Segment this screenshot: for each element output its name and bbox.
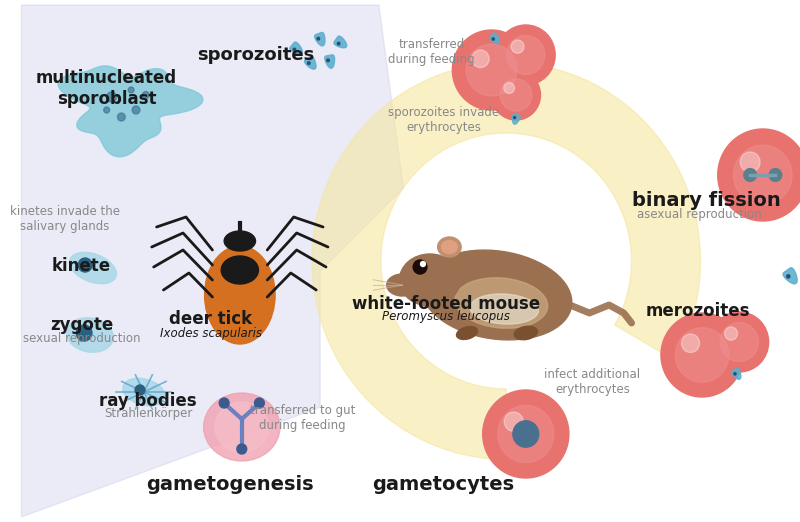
Polygon shape bbox=[513, 114, 520, 124]
Polygon shape bbox=[58, 66, 203, 157]
Circle shape bbox=[718, 129, 800, 221]
Circle shape bbox=[237, 444, 246, 454]
Circle shape bbox=[661, 313, 743, 397]
Circle shape bbox=[506, 35, 545, 75]
Circle shape bbox=[326, 59, 330, 62]
Ellipse shape bbox=[442, 241, 458, 254]
Ellipse shape bbox=[70, 252, 117, 283]
Circle shape bbox=[482, 390, 569, 478]
Circle shape bbox=[511, 40, 524, 53]
Text: kinetes invade the
salivary glands: kinetes invade the salivary glands bbox=[10, 205, 120, 233]
Text: deer tick: deer tick bbox=[170, 311, 253, 328]
Polygon shape bbox=[334, 36, 346, 48]
Text: sporozoites: sporozoites bbox=[197, 46, 314, 64]
Polygon shape bbox=[312, 63, 701, 459]
Circle shape bbox=[710, 312, 769, 372]
Circle shape bbox=[472, 50, 489, 68]
Circle shape bbox=[786, 275, 790, 278]
Text: merozoites: merozoites bbox=[646, 302, 750, 319]
Circle shape bbox=[421, 262, 426, 267]
Text: white-footed mouse: white-footed mouse bbox=[352, 295, 540, 313]
Ellipse shape bbox=[204, 393, 280, 461]
Circle shape bbox=[452, 30, 530, 110]
Text: binary fission: binary fission bbox=[632, 192, 780, 210]
Circle shape bbox=[720, 323, 758, 362]
Circle shape bbox=[76, 325, 92, 341]
Text: Peromyscus leucopus: Peromyscus leucopus bbox=[382, 311, 510, 323]
Circle shape bbox=[254, 398, 264, 408]
Circle shape bbox=[725, 327, 738, 340]
Circle shape bbox=[500, 79, 532, 111]
Circle shape bbox=[497, 25, 555, 85]
Polygon shape bbox=[325, 55, 334, 68]
Circle shape bbox=[132, 106, 140, 114]
Circle shape bbox=[769, 169, 782, 182]
Circle shape bbox=[78, 258, 92, 272]
Circle shape bbox=[293, 48, 296, 51]
Circle shape bbox=[219, 398, 229, 408]
Ellipse shape bbox=[457, 327, 478, 339]
Circle shape bbox=[514, 116, 515, 118]
Text: Strahlenkörper: Strahlenkörper bbox=[104, 408, 192, 420]
Text: transferred
during feeding: transferred during feeding bbox=[389, 38, 475, 66]
Text: kinete: kinete bbox=[52, 257, 111, 275]
Ellipse shape bbox=[122, 378, 165, 406]
Text: sporozoites invade
erythrocytes: sporozoites invade erythrocytes bbox=[388, 106, 499, 134]
Ellipse shape bbox=[215, 402, 269, 452]
Circle shape bbox=[513, 421, 538, 447]
Text: multinucleated
sporoblast: multinucleated sporoblast bbox=[36, 69, 178, 108]
Ellipse shape bbox=[514, 326, 538, 340]
Text: sexual reproduction: sexual reproduction bbox=[23, 332, 140, 345]
Polygon shape bbox=[314, 32, 325, 46]
Ellipse shape bbox=[66, 318, 114, 352]
Ellipse shape bbox=[386, 274, 418, 296]
Circle shape bbox=[740, 152, 760, 172]
Polygon shape bbox=[490, 33, 499, 44]
Circle shape bbox=[498, 406, 554, 462]
Polygon shape bbox=[290, 42, 302, 54]
Text: gametogenesis: gametogenesis bbox=[146, 475, 314, 494]
Ellipse shape bbox=[470, 294, 538, 324]
Text: ray bodies: ray bodies bbox=[99, 392, 197, 410]
Circle shape bbox=[504, 82, 514, 93]
Text: asexual reproduction: asexual reproduction bbox=[638, 208, 762, 220]
Polygon shape bbox=[783, 268, 797, 284]
Circle shape bbox=[675, 328, 729, 382]
Circle shape bbox=[142, 91, 150, 99]
Circle shape bbox=[491, 70, 541, 120]
Ellipse shape bbox=[438, 237, 461, 257]
Circle shape bbox=[734, 145, 792, 205]
Ellipse shape bbox=[205, 246, 275, 344]
Circle shape bbox=[307, 62, 310, 64]
Circle shape bbox=[682, 334, 700, 352]
Circle shape bbox=[317, 38, 320, 40]
Circle shape bbox=[106, 92, 117, 102]
Polygon shape bbox=[731, 368, 741, 379]
Ellipse shape bbox=[224, 231, 255, 251]
Circle shape bbox=[118, 113, 126, 121]
Circle shape bbox=[413, 260, 427, 274]
Text: zygote: zygote bbox=[50, 316, 114, 334]
Ellipse shape bbox=[421, 250, 572, 340]
Circle shape bbox=[504, 412, 523, 431]
Ellipse shape bbox=[455, 278, 548, 328]
Text: Ixodes scapularis: Ixodes scapularis bbox=[160, 327, 262, 339]
Circle shape bbox=[128, 87, 134, 93]
Circle shape bbox=[104, 107, 110, 113]
Circle shape bbox=[135, 385, 145, 395]
Circle shape bbox=[466, 44, 517, 96]
Circle shape bbox=[734, 373, 736, 375]
Polygon shape bbox=[305, 56, 316, 69]
Ellipse shape bbox=[222, 256, 258, 284]
Text: transferred to gut
during feeding: transferred to gut during feeding bbox=[250, 404, 355, 432]
Text: gametocytes: gametocytes bbox=[373, 475, 514, 494]
Ellipse shape bbox=[399, 254, 460, 306]
Polygon shape bbox=[22, 5, 403, 517]
Text: infect additional
erythrocytes: infect additional erythrocytes bbox=[544, 368, 641, 396]
Circle shape bbox=[744, 169, 757, 182]
Circle shape bbox=[492, 38, 494, 40]
Circle shape bbox=[338, 42, 340, 45]
